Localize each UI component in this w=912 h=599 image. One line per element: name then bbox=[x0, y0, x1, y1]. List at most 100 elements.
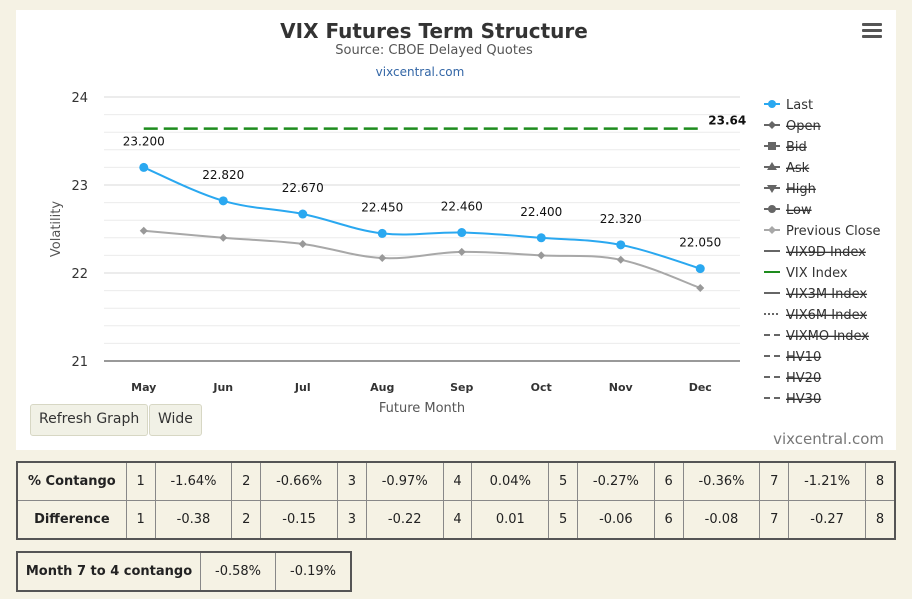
previous-close-point bbox=[298, 239, 307, 248]
legend-marker bbox=[768, 226, 776, 234]
legend-item[interactable]: VIX Index bbox=[764, 266, 848, 281]
last-point bbox=[695, 264, 705, 274]
legend-label: Ask bbox=[786, 161, 810, 176]
legend-item[interactable]: VIX9D Index bbox=[764, 245, 866, 260]
previous-close-point bbox=[696, 283, 705, 292]
vix-index-label: 23.64 bbox=[708, 114, 746, 128]
legend-label: VIX9D Index bbox=[786, 245, 866, 260]
row-header: % Contango bbox=[16, 461, 127, 501]
contango-table-row: Difference 1 -0.38 2 -0.15 3 -0.22 4 0.01 5 -0.06 6… bbox=[16, 500, 896, 540]
legend-item[interactable]: HV10 bbox=[764, 350, 821, 365]
legend-label: High bbox=[786, 182, 816, 197]
legend-marker bbox=[768, 205, 776, 213]
contango-table: % Contango 1 -1.64% 2 -0.66% 3 -0.97% 4 0.04% 5 -0… bbox=[16, 461, 896, 540]
chart-title: VIX Futures Term Structure bbox=[280, 19, 588, 43]
legend-marker bbox=[767, 162, 777, 170]
value-cell: 0.04% bbox=[471, 461, 550, 501]
legend-marker bbox=[768, 121, 776, 129]
last-data-label: 22.670 bbox=[282, 181, 324, 195]
x-tick-label: Aug bbox=[370, 381, 394, 394]
chart-subtitle: Source: CBOE Delayed Quotes bbox=[335, 43, 533, 58]
month-number-cell: 3 bbox=[336, 500, 367, 540]
legend-item[interactable]: High bbox=[764, 182, 816, 197]
legend-item[interactable]: Previous Close bbox=[764, 224, 881, 239]
value-cell: -0.38 bbox=[154, 500, 233, 540]
refresh-graph-button[interactable]: Refresh Graph bbox=[30, 404, 149, 436]
y-tick-label: 21 bbox=[71, 355, 88, 370]
value-cell: -0.15 bbox=[260, 500, 338, 540]
legend-label: HV20 bbox=[786, 371, 821, 386]
wide-button[interactable]: Wide bbox=[149, 404, 202, 436]
value-cell: -0.19% bbox=[275, 551, 352, 592]
x-tick-label: Nov bbox=[609, 381, 634, 394]
legend-item[interactable]: Bid bbox=[764, 140, 807, 155]
legend-item[interactable]: Last bbox=[764, 98, 813, 113]
x-axis-title: Future Month bbox=[379, 401, 465, 416]
legend-label: HV30 bbox=[786, 392, 821, 407]
row-header: Month 7 to 4 contango bbox=[16, 551, 201, 592]
month-number-cell: 2 bbox=[231, 461, 262, 501]
last-point bbox=[218, 196, 228, 206]
legend-item[interactable]: Ask bbox=[764, 161, 810, 176]
legend-item[interactable]: HV30 bbox=[764, 392, 821, 407]
last-point bbox=[298, 209, 308, 219]
x-tick-label: Oct bbox=[531, 381, 552, 394]
previous-close-point bbox=[139, 226, 148, 235]
legend-item[interactable]: HV20 bbox=[764, 371, 821, 386]
month-contango-table: Month 7 to 4 contango -0.58% -0.19% bbox=[16, 551, 352, 592]
credit-bottom[interactable]: vixcentral.com bbox=[773, 430, 884, 448]
legend-item[interactable]: VIX6M Index bbox=[764, 308, 867, 323]
last-data-label: 22.400 bbox=[520, 205, 562, 219]
legend-item[interactable]: Low bbox=[764, 203, 812, 218]
legend-label: Low bbox=[786, 203, 812, 218]
legend-label: Bid bbox=[786, 140, 807, 155]
month-number-cell: 4 bbox=[442, 500, 473, 540]
month-number-cell: 5 bbox=[548, 500, 578, 540]
value-cell: -0.97% bbox=[365, 461, 444, 501]
value-cell: -0.06 bbox=[577, 500, 655, 540]
month-number-cell: 6 bbox=[653, 461, 684, 501]
value-cell: -0.27% bbox=[577, 461, 655, 501]
legend-marker bbox=[768, 100, 776, 108]
value-cell: -0.66% bbox=[260, 461, 338, 501]
x-tick-label: May bbox=[131, 381, 156, 394]
month-number-cell: 6 bbox=[653, 500, 684, 540]
month-number-cell: 3 bbox=[336, 461, 367, 501]
previous-close-point bbox=[537, 251, 546, 260]
last-data-label: 22.820 bbox=[202, 168, 244, 182]
month-number-cell: 1 bbox=[125, 461, 156, 501]
last-point bbox=[139, 162, 149, 172]
value-cell: -0.36% bbox=[682, 461, 761, 501]
y-tick-label: 24 bbox=[71, 91, 88, 106]
x-tick-label: Sep bbox=[450, 381, 473, 394]
x-tick-label: Jun bbox=[212, 381, 233, 394]
legend-label: HV10 bbox=[786, 350, 821, 365]
menu-icon[interactable] bbox=[862, 23, 882, 41]
month-number-cell: 7 bbox=[759, 461, 790, 501]
y-tick-label: 23 bbox=[71, 179, 88, 194]
previous-close-point bbox=[616, 255, 625, 264]
chart-credit-link[interactable]: vixcentral.com bbox=[376, 65, 465, 79]
legend-label: Previous Close bbox=[786, 224, 881, 239]
legend-label: VIX Index bbox=[786, 266, 848, 281]
month-number-cell: 2 bbox=[231, 500, 262, 540]
contango-table-row: % Contango 1 -1.64% 2 -0.66% 3 -0.97% 4 0.04% 5 -0… bbox=[16, 461, 896, 501]
previous-close-point bbox=[219, 233, 228, 242]
month-number-cell: 5 bbox=[548, 461, 578, 501]
month-number-cell: 7 bbox=[759, 500, 790, 540]
chart-panel: VIX Futures Term Structure Source: CBOE D… bbox=[16, 10, 896, 450]
legend-label: Open bbox=[786, 119, 821, 134]
legend-item[interactable]: Open bbox=[764, 119, 821, 134]
row-header: Difference bbox=[16, 500, 127, 540]
legend-label: VIXMO Index bbox=[786, 329, 869, 344]
month-contango-row: Month 7 to 4 contango -0.58% -0.19% bbox=[16, 551, 352, 592]
legend-item[interactable]: VIXMO Index bbox=[764, 329, 869, 344]
legend-marker bbox=[768, 142, 776, 150]
previous-close-point bbox=[457, 247, 466, 256]
value-cell: -0.27 bbox=[788, 500, 866, 540]
legend-item[interactable]: VIX3M Index bbox=[764, 287, 867, 302]
month-number-cell: 8 bbox=[864, 500, 896, 540]
previous-close-line bbox=[143, 229, 701, 289]
month-number-cell: 8 bbox=[864, 461, 896, 501]
